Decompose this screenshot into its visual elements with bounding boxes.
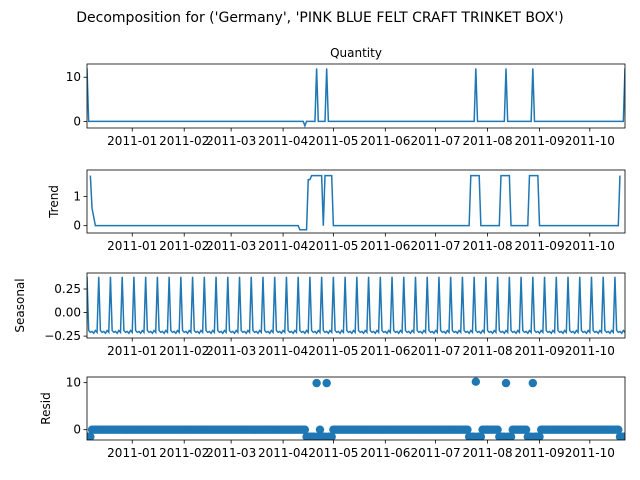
resid-point [521,425,531,434]
trend-xtick-label: 2011-02 [159,239,209,253]
trend-series-line [89,174,621,231]
quantity-xtick-label: 2011-08 [462,134,512,148]
seasonal-xtick-label: 2011-03 [206,344,256,358]
resid-point [614,425,623,434]
quantity-xtick-label: 2011-09 [514,134,564,148]
quantity-ytick-label: 0 [73,114,81,128]
resid-point [315,425,325,434]
quantity-xtick-label: 2011-01 [107,134,157,148]
resid-point [87,432,95,440]
trend-xtick-label: 2011-10 [565,239,615,253]
quantity-xtick-label: 2011-07 [411,134,461,148]
resid-xtick-label: 2011-03 [206,446,256,460]
seasonal-ylabel: Seasonal [13,278,27,332]
resid-ytick-label: 10 [66,376,81,390]
trend-axes-frame [86,169,626,234]
seasonal-xtick-label: 2011-05 [308,344,358,358]
seasonal-series-line [87,276,625,335]
quantity-xtick-label: 2011-05 [308,134,358,148]
resid-point [471,377,481,386]
resid-axes-frame [86,376,626,441]
resid-ylabel: Resid [39,392,53,424]
seasonal-ytick-label: 0.00 [54,306,81,320]
resid-point [493,425,502,434]
resid-point [463,425,472,434]
quantity-axes-frame [86,63,626,129]
resid-xtick-label: 2011-02 [159,446,209,460]
trend-xtick-label: 2011-03 [206,239,256,253]
resid-xtick-label: 2011-05 [308,446,358,460]
figure-title: Decomposition for ('Germany', 'PINK BLUE… [76,10,563,26]
seasonal-ytick-label: −0.25 [44,329,81,343]
seasonal-xtick-label: 2011-10 [565,344,615,358]
quantity-xtick-label: 2011-10 [565,134,615,148]
quantity-series-line [87,68,625,128]
seasonal-xtick-label: 2011-07 [411,344,461,358]
trend-xtick-label: 2011-05 [308,239,358,253]
resid-xtick-label: 2011-09 [514,446,564,460]
seasonal-data [87,276,625,335]
resid-xtick-label: 2011-08 [462,446,512,460]
quantity-xtick-label: 2011-03 [206,134,256,148]
trend-xtick-label: 2011-01 [107,239,157,253]
trend-data [89,174,621,231]
trend-xtick-label: 2011-07 [411,239,461,253]
trend-ytick-label: 1 [73,189,81,203]
quantity-xtick-label: 2011-02 [159,134,209,148]
trend-ylabel: Trend [47,185,61,219]
resid-xtick-label: 2011-07 [411,446,461,460]
resid-xtick-label: 2011-01 [107,446,157,460]
resid-point [476,432,486,440]
trend-ytick-label: 0 [73,219,81,233]
resid-point [528,378,538,388]
seasonal-axes-frame [86,272,626,339]
resid-ytick-label: 0 [73,423,81,437]
resid-point [322,378,331,388]
seasonal-xtick-label: 2011-09 [514,344,564,358]
quantity-data [87,68,625,128]
resid-point [501,378,511,388]
resid-point [506,432,516,440]
quantity-title: Quantity [330,46,382,60]
trend-xtick-label: 2011-08 [462,239,512,253]
trend-xtick-label: 2011-09 [514,239,564,253]
resid-point [620,432,625,440]
seasonal-xtick-label: 2011-01 [107,344,157,358]
resid-xtick-label: 2011-04 [258,446,308,460]
quantity-xtick-label: 2011-06 [360,134,410,148]
seasonal-ytick-label: 0.25 [54,282,81,296]
quantity-ytick-label: 10 [66,70,81,84]
seasonal-xtick-label: 2011-08 [462,344,512,358]
resid-point [312,378,321,388]
seasonal-xtick-label: 2011-04 [258,344,308,358]
resid-point [300,425,310,434]
resid-data [87,377,625,440]
seasonal-xtick-label: 2011-06 [360,344,410,358]
quantity-xtick-label: 2011-04 [258,134,308,148]
resid-point [535,432,544,440]
resid-xtick-label: 2011-10 [565,446,615,460]
trend-xtick-label: 2011-04 [258,239,308,253]
resid-xtick-label: 2011-06 [360,446,410,460]
seasonal-xtick-label: 2011-02 [159,344,209,358]
trend-xtick-label: 2011-06 [360,239,410,253]
resid-point [327,432,336,440]
